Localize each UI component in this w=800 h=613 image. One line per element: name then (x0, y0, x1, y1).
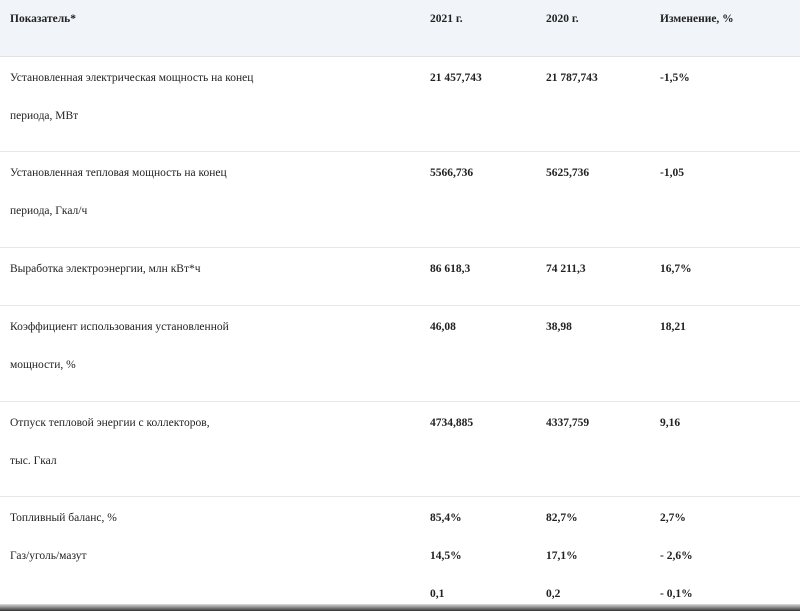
value-line: 0,2 (546, 588, 561, 600)
value-2020: 38,98 (546, 321, 572, 333)
value-2021: 86 618,3 (430, 263, 471, 275)
value-2020: 5625,736 (546, 167, 590, 179)
table-row: Установленная электрическая мощность на … (0, 57, 800, 152)
value-2021: 4734,885 (430, 417, 474, 429)
value-change: 2,7% - 2,6% - 0,1% (660, 499, 693, 613)
label-line: тыс. Гкал (10, 455, 57, 467)
header-indicator: Показатель* (10, 13, 77, 25)
row-label: Отпуск тепловой энергии с коллекторов, ты… (10, 404, 310, 480)
label-line: Топливный баланс, % (10, 512, 117, 524)
table-row: Коэффициент использования установленной м… (0, 306, 800, 402)
value-line: 85,4% (430, 512, 462, 524)
label-line: Газ/уголь/мазут (10, 550, 87, 562)
label-line: Отпуск тепловой энергии с коллекторов, (10, 417, 210, 429)
table-row: Установленная тепловая мощность на конец… (0, 152, 800, 248)
row-label: Коэффициент использования установленной м… (10, 308, 310, 384)
header-2020: 2020 г. (546, 13, 579, 25)
value-change: 16,7% (660, 263, 692, 275)
header-change: Изменение, % (660, 13, 734, 25)
value-change: -1,5% (660, 72, 690, 84)
value-line: 0,1 (430, 588, 445, 600)
label-line: периода, Гкал/ч (10, 205, 88, 217)
value-2021: 85,4% 14,5% 0,1 (430, 499, 462, 613)
value-2021: 5566,736 (430, 167, 474, 179)
label-line: Коэффициент использования установленной (10, 321, 229, 333)
value-2020: 82,7% 17,1% 0,2 (546, 499, 578, 613)
row-label: Выработка электроэнергии, млн кВт*ч (10, 263, 201, 275)
bottom-edge (0, 604, 800, 611)
row-label: Установленная тепловая мощность на конец… (10, 154, 310, 230)
table-header: Показатель* 2021 г. 2020 г. Изменение, % (0, 0, 800, 57)
value-line: 2,7% (660, 512, 686, 524)
value-2020: 4337,759 (546, 417, 590, 429)
value-2021: 46,08 (430, 321, 456, 333)
value-change: 9,16 (660, 417, 681, 429)
header-2021: 2021 г. (430, 13, 463, 25)
value-line: 82,7% (546, 512, 578, 524)
value-line: 14,5% (430, 550, 462, 562)
label-line: Установленная электрическая мощность на … (10, 72, 254, 84)
value-change: -1,05 (660, 167, 684, 179)
table-row: Топливный баланс, % Газ/уголь/мазут 85,4%… (0, 497, 800, 605)
label-line: Установленная тепловая мощность на конец (10, 167, 227, 179)
row-label: Установленная электрическая мощность на … (10, 59, 310, 135)
row-label: Топливный баланс, % Газ/уголь/мазут (10, 499, 310, 575)
value-line: - 2,6% (660, 550, 693, 562)
table-row: Выработка электроэнергии, млн кВт*ч 86 6… (0, 248, 800, 306)
value-change: 18,21 (660, 321, 686, 333)
value-2020: 21 787,743 (546, 72, 598, 84)
value-line: 17,1% (546, 550, 578, 562)
label-line: периода, МВт (10, 110, 79, 122)
value-line: - 0,1% (660, 588, 693, 600)
table-row: Отпуск тепловой энергии с коллекторов, ты… (0, 402, 800, 497)
value-2020: 74 211,3 (546, 263, 586, 275)
value-2021: 21 457,743 (430, 72, 482, 84)
label-line: мощности, % (10, 359, 76, 371)
